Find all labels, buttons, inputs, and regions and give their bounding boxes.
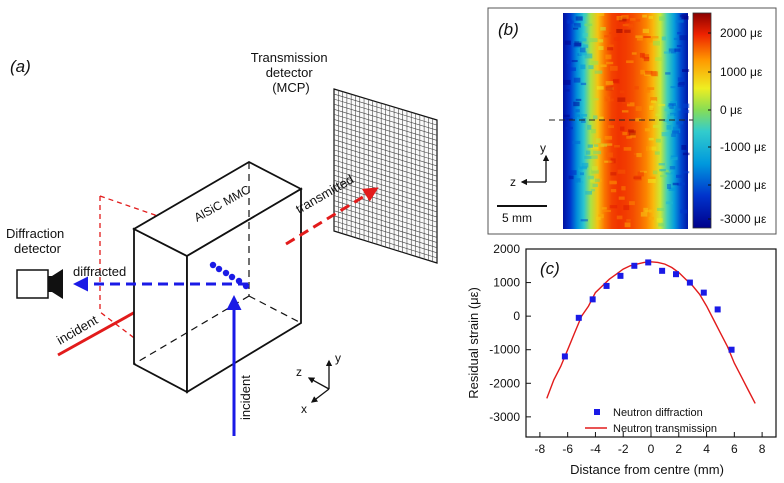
legend-marker-diffraction bbox=[594, 409, 600, 415]
y-tick-label: 1000 bbox=[493, 276, 520, 290]
transmitted-beam bbox=[285, 187, 379, 246]
x-tick-label: -2 bbox=[618, 442, 629, 456]
x-tick-label: -4 bbox=[590, 442, 601, 456]
diffraction-point bbox=[700, 289, 707, 296]
scale-bar-label: 5 mm bbox=[502, 211, 532, 225]
sample-hidden-edges bbox=[133, 162, 302, 365]
axis-y-label-b: y bbox=[540, 141, 546, 155]
colorbar-tick-label: -3000 με bbox=[720, 212, 767, 226]
diffraction-point bbox=[561, 353, 568, 360]
x-tick-label: 8 bbox=[759, 442, 766, 456]
axis-x-label-a: x bbox=[301, 402, 307, 416]
legend-label-transmission: Neutron transmission bbox=[613, 423, 717, 435]
coordinate-axes-b bbox=[520, 154, 550, 186]
strain-map-texture bbox=[563, 13, 690, 228]
y-tick-label: 0 bbox=[513, 309, 520, 323]
diffraction-point bbox=[673, 271, 679, 278]
diffraction-point bbox=[686, 279, 693, 286]
axis-z-label-b: z bbox=[510, 175, 516, 189]
transmission-detector-label: Transmission detector (MCP) bbox=[251, 50, 331, 95]
diffraction-point bbox=[603, 282, 610, 289]
y-tick-label: -1000 bbox=[489, 343, 520, 357]
diffraction-point bbox=[575, 314, 582, 321]
colorbar-tick-label: 1000 με bbox=[720, 65, 763, 79]
coordinate-axes-a bbox=[307, 359, 333, 403]
legend: Neutron diffraction Neutron transmission bbox=[585, 407, 717, 435]
diffraction-detector bbox=[16, 269, 63, 299]
diffraction-point bbox=[659, 267, 666, 274]
panel-b: (b) y z 5 mm 2000 με 1000 με 0 με -1000 με -… bbox=[487, 7, 777, 235]
transmission-detector-grid bbox=[333, 88, 438, 264]
panel-c-label: (c) bbox=[540, 259, 560, 278]
incident-red-label: incident bbox=[54, 312, 101, 348]
axis-z-label-a: z bbox=[296, 365, 302, 379]
x-tick-label: -6 bbox=[562, 442, 573, 456]
x-tick-label: 4 bbox=[703, 442, 710, 456]
gauge-volume-dots bbox=[209, 261, 250, 290]
diffraction-point bbox=[631, 262, 638, 269]
colorbar bbox=[692, 12, 712, 229]
x-axis-title: Distance from centre (mm) bbox=[570, 462, 724, 477]
colorbar-tick-label: 0 με bbox=[720, 103, 743, 117]
panel-a-label: (a) bbox=[10, 57, 31, 76]
diffraction-point bbox=[645, 259, 652, 266]
diffraction-point bbox=[589, 296, 596, 303]
incident-blue-label: incident bbox=[238, 375, 253, 420]
diffraction-point bbox=[617, 272, 624, 279]
colorbar-tick-label: -1000 με bbox=[720, 140, 767, 154]
colorbar-ticks: 2000 με 1000 με 0 με -1000 με -2000 με -3000 … bbox=[708, 26, 767, 226]
x-tick-label: 6 bbox=[731, 442, 738, 456]
y-tick-label: -3000 bbox=[489, 410, 520, 424]
panel-c: (c) -8 -6 -4 -2 0 2 4 6 8 2000 1000 0 -1000 -2000 -300… bbox=[466, 242, 777, 477]
x-tick-label: -8 bbox=[535, 442, 546, 456]
diffraction-point bbox=[714, 306, 721, 313]
diffracted-label: diffracted bbox=[73, 264, 126, 279]
y-axis-title: Residual strain (με) bbox=[466, 287, 481, 399]
colorbar-tick-label: 2000 με bbox=[720, 26, 763, 40]
sample-box bbox=[132, 160, 303, 394]
transmission-curve bbox=[546, 261, 756, 404]
diffraction-detector-label: Diffraction detector bbox=[6, 226, 68, 256]
diffraction-point bbox=[728, 346, 735, 353]
colorbar-tick-label: -2000 με bbox=[720, 178, 767, 192]
y-tick-label: 2000 bbox=[493, 242, 520, 256]
legend-label-diffraction: Neutron diffraction bbox=[613, 407, 703, 419]
x-tick-label: 0 bbox=[648, 442, 655, 456]
panel-b-label: (b) bbox=[498, 20, 519, 39]
y-tick-label: -2000 bbox=[489, 376, 520, 390]
axis-y-label-a: y bbox=[335, 351, 341, 365]
panel-a: (a) Transmission detector (MCP) incident bbox=[6, 50, 438, 436]
x-tick-label: 2 bbox=[675, 442, 682, 456]
